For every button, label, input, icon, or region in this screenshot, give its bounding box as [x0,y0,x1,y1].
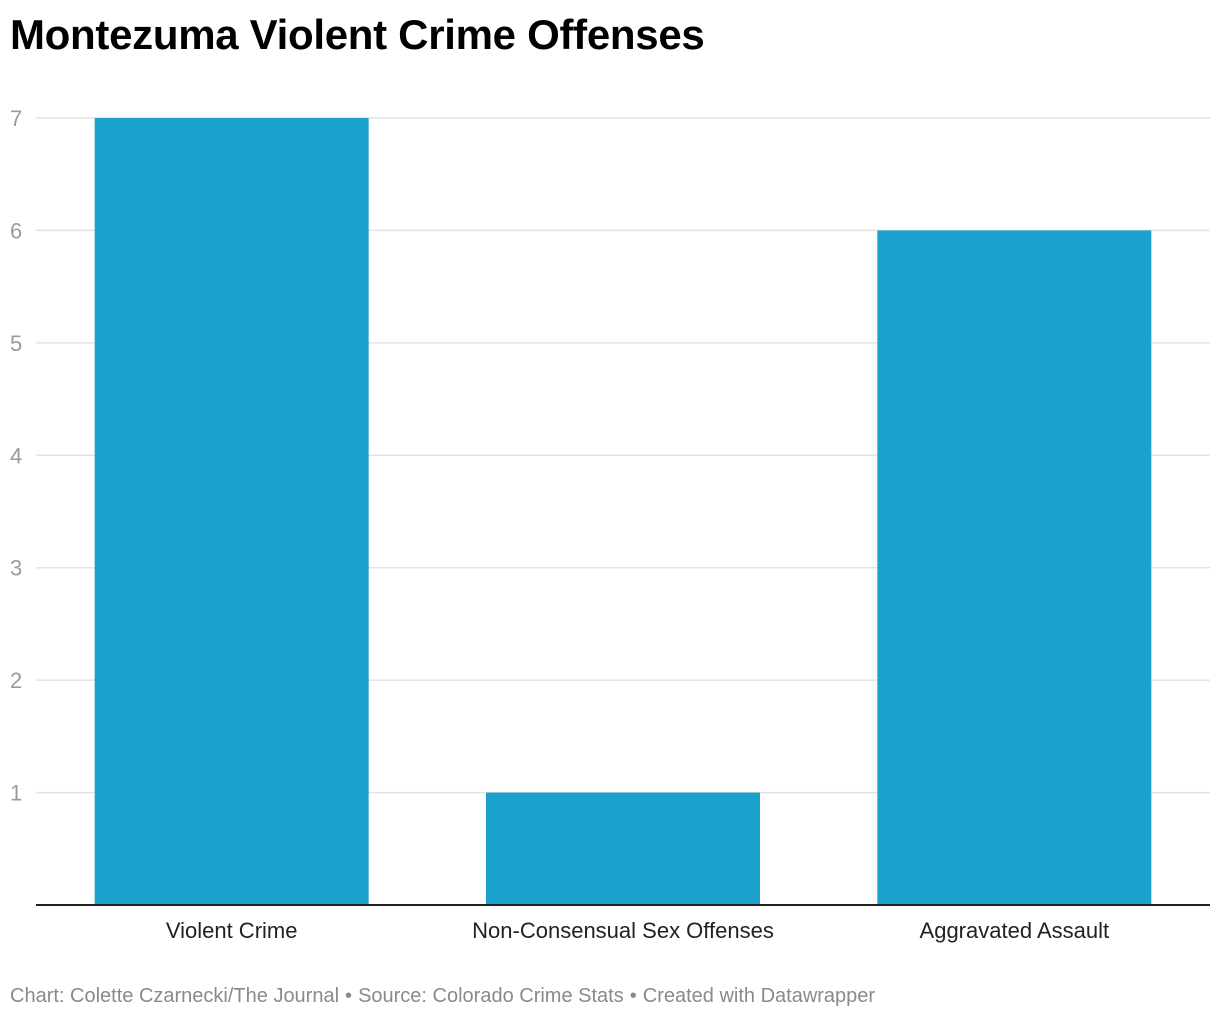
y-tick-label: 2 [10,668,22,693]
footer-separator: • [629,985,637,1007]
y-tick-label: 5 [10,331,22,356]
x-tick-label: Non-Consensual Sex Offenses [472,918,774,943]
y-axis-tick-labels: 1 2 3 4 5 6 7 [10,106,22,806]
bars [94,118,1152,905]
y-tick-label: 3 [10,556,22,581]
footer-source: Source: Colorado Crime Stats [358,985,624,1007]
x-tick-label: Aggravated Assault [920,918,1110,943]
y-tick-label: 6 [10,218,22,243]
bar [877,230,1152,905]
chart-footer: Chart: Colette Czarnecki/The Journal • Sou… [10,983,875,1009]
bar [486,792,760,905]
footer-separator: • [345,985,353,1007]
x-axis-tick-labels: Violent Crime Non-Consensual Sex Offenses… [166,918,1109,943]
y-tick-label: 4 [10,443,22,468]
y-tick-label: 1 [10,781,22,806]
footer-tool: Created with Datawrapper [642,985,876,1007]
bar [94,118,369,905]
chart-title: Montezuma Violent Crime Offenses [10,11,705,58]
x-tick-label: Violent Crime [166,918,298,943]
y-tick-label: 7 [10,106,22,131]
footer-credit: Chart: Colette Czarnecki/The Journal [10,985,340,1007]
